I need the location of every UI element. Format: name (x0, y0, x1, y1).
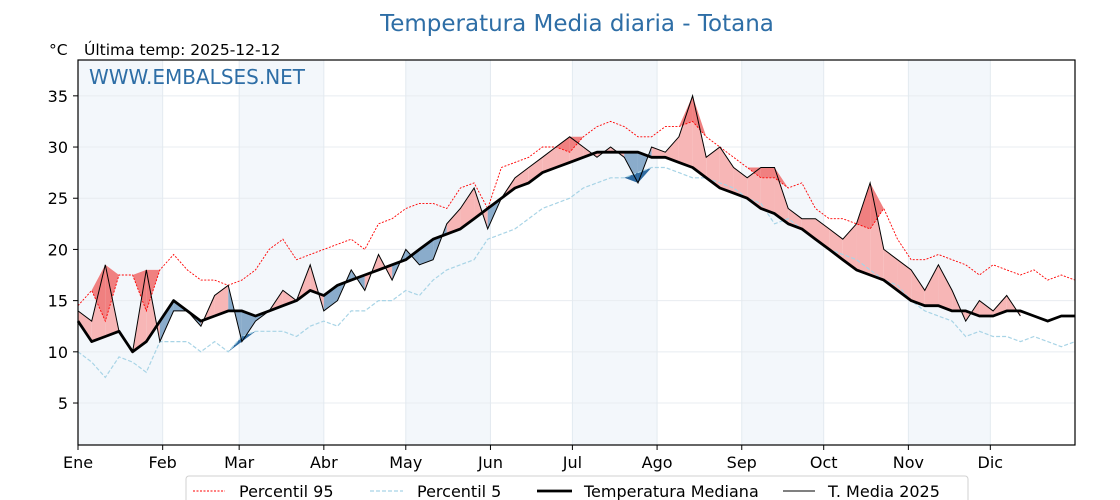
fill-above-median (924, 264, 939, 306)
legend: Percentil 95 Percentil 5 Temperatura Med… (185, 475, 969, 500)
fill-above-median (760, 167, 775, 214)
x-tick-label: Dic (978, 453, 1004, 472)
fill-above-median (815, 218, 830, 250)
fill-above-median (938, 264, 953, 311)
x-tick-label: May (389, 453, 422, 472)
fill-above-median (706, 147, 720, 188)
fill-above-p95 (678, 95, 693, 127)
plot-frame (77, 59, 1076, 446)
fill-above-median (460, 187, 475, 229)
x-tick-label: Ene (63, 453, 93, 472)
fill-above-median (528, 157, 543, 183)
x-tick-label: Jul (562, 453, 582, 472)
y-tick-label: 20 (48, 240, 68, 259)
fill-above-p95 (692, 95, 707, 137)
fill-below-median (323, 285, 338, 311)
fill-above-p95 (870, 182, 884, 229)
grid-lines (78, 60, 1075, 445)
y-axis: 5 10 15 20 25 30 35 (48, 87, 78, 413)
legend-label-current: T. Media 2025 (827, 482, 940, 500)
unit-label: °C (49, 41, 68, 59)
fill-above-median (897, 259, 912, 301)
x-tick-label: Mar (224, 453, 255, 472)
fill-above-median (774, 167, 789, 224)
series-line-percentil-95 (77, 120, 1076, 323)
fill-above-p95 (105, 264, 119, 322)
legend-label-p95: Percentil 95 (239, 482, 334, 500)
y-tick-label: 5 (58, 394, 68, 413)
plot-area: WWW.EMBALSES.NET (76, 59, 1076, 446)
month-band-mar (239, 60, 324, 445)
y-tick-label: 35 (48, 87, 68, 106)
fill-above-median (979, 300, 994, 316)
month-band-ene (78, 60, 163, 445)
series-line-percentil-5 (77, 166, 1076, 379)
legend-label-median: Temperatura Mediana (583, 482, 759, 500)
fill-below-p5 (624, 172, 638, 183)
month-band-nov (908, 60, 991, 445)
fill-above-median (542, 147, 557, 173)
x-tick-label: Abr (310, 453, 338, 472)
series-line-t-media-2025 (77, 93, 1021, 354)
y-tick-label: 30 (48, 138, 68, 157)
fill-above-median (719, 147, 734, 194)
month-bands (78, 60, 991, 445)
y-tick-label: 10 (48, 343, 68, 362)
x-tick-label: Nov (893, 453, 924, 472)
x-tick-label: Ago (642, 453, 673, 472)
x-tick-label: Sep (727, 453, 757, 472)
chart-title: Temperatura Media diaria - Totana (379, 11, 774, 37)
fill-above-p95 (760, 167, 775, 178)
y-tick-label: 25 (48, 189, 68, 208)
y-tick-label: 15 (48, 292, 68, 311)
fill-below-median (419, 239, 434, 265)
series-lines (76, 93, 1076, 379)
fill-above-median (446, 208, 461, 235)
fill-above-median (883, 249, 898, 291)
last-temp-label: Última temp: 2025-12-12 (84, 40, 280, 59)
fill-above-median (801, 218, 816, 240)
fill-above-median (911, 269, 925, 306)
watermark: WWW.EMBALSES.NET (89, 65, 306, 89)
x-axis: Ene Feb Mar Abr May Jun Jul Ago Sep Oct Nov Dic (63, 445, 1003, 472)
month-band-sep (741, 60, 824, 445)
fill-above-median (282, 290, 297, 306)
fill-above-median (747, 167, 761, 209)
fill-below-median (241, 310, 256, 342)
fill-above-p95 (774, 167, 789, 188)
legend-label-p5: Percentil 5 (417, 482, 501, 500)
fill-below-median (159, 300, 174, 342)
fill-above-median (651, 147, 666, 158)
x-tick-label: Oct (810, 453, 838, 472)
month-band-jul (572, 60, 658, 445)
x-tick-label: Jun (477, 453, 503, 472)
legend-box (185, 475, 969, 500)
series-line-temperatura-mediana (76, 150, 1075, 354)
fill-above-median (829, 228, 843, 260)
fill-below-p5 (241, 331, 256, 342)
fill-above-p95 (132, 269, 147, 311)
fill-above-median (665, 136, 679, 163)
fill-below-p5 (637, 167, 652, 183)
x-tick-label: Feb (149, 453, 177, 472)
